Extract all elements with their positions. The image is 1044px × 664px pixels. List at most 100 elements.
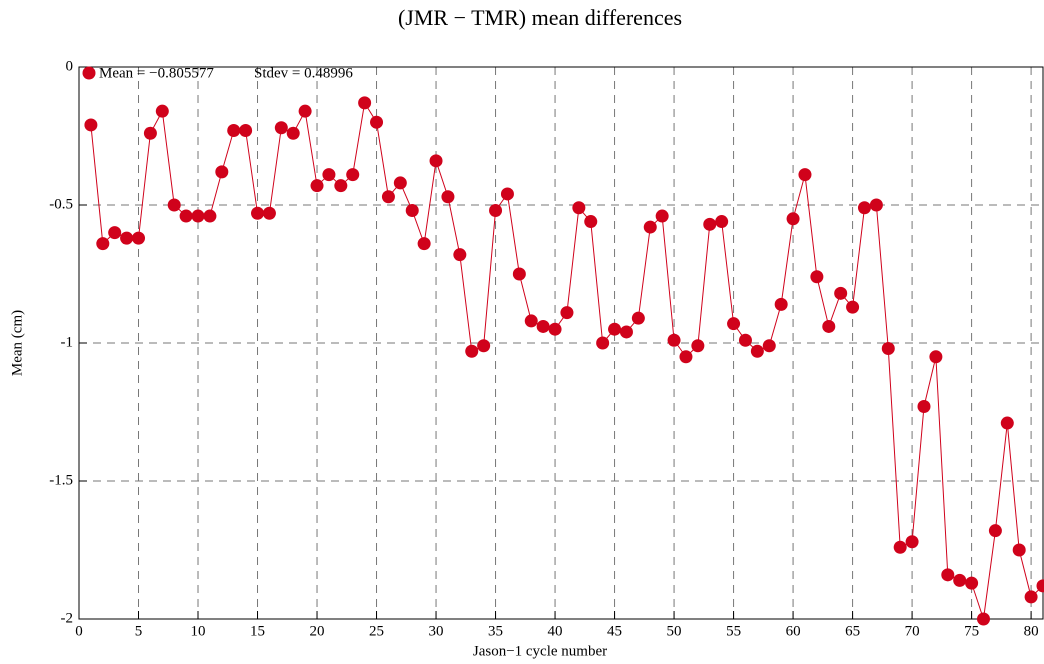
data-point	[869, 198, 883, 212]
data-point	[691, 339, 705, 353]
data-point	[274, 121, 288, 135]
x-tick-label: 25	[369, 623, 384, 639]
x-tick-label: 35	[488, 623, 503, 639]
data-point	[905, 535, 919, 549]
data-point	[548, 322, 562, 336]
x-tick-label: 10	[191, 623, 206, 639]
data-point	[393, 176, 407, 190]
x-tick-label: 0	[75, 623, 83, 639]
data-point	[655, 209, 669, 223]
data-point	[1000, 416, 1014, 430]
data-point	[667, 333, 681, 347]
data-point	[881, 342, 895, 356]
data-point	[596, 336, 610, 350]
x-tick-label: 45	[607, 623, 622, 639]
data-point	[822, 319, 836, 333]
data-point	[370, 115, 384, 129]
data-point	[465, 344, 479, 358]
data-point	[762, 339, 776, 353]
data-point	[810, 270, 824, 284]
data-point	[857, 201, 871, 215]
x-tick-label: 50	[667, 623, 682, 639]
data-point	[262, 206, 276, 220]
y-tick-label: 0	[66, 58, 74, 74]
data-point	[441, 190, 455, 204]
data-point	[774, 297, 788, 311]
data-point	[143, 126, 157, 140]
data-point	[203, 209, 217, 223]
data-point	[834, 286, 848, 300]
x-tick-label: 20	[310, 623, 325, 639]
data-point	[524, 314, 538, 328]
data-point	[155, 104, 169, 118]
data-point	[738, 333, 752, 347]
data-point	[227, 123, 241, 137]
annotation: Stdev = 0.48996	[254, 65, 353, 81]
x-axis-label: Jason−1 cycle number	[473, 643, 607, 659]
y-tick-label: -1.5	[49, 472, 73, 488]
data-point	[536, 319, 550, 333]
data-point	[346, 168, 360, 182]
data-point	[179, 209, 193, 223]
x-tick-label: 70	[905, 623, 920, 639]
data-point	[417, 237, 431, 251]
data-point	[786, 212, 800, 226]
y-tick-label: -1	[61, 334, 74, 350]
y-tick-label: -0.5	[49, 196, 73, 212]
x-tick-label: 5	[135, 623, 143, 639]
data-point	[965, 576, 979, 590]
data-point	[1012, 543, 1026, 557]
plot-frame	[78, 66, 1044, 620]
x-tick-label: 55	[726, 623, 741, 639]
data-point	[631, 311, 645, 325]
y-tick-label: -2	[61, 610, 74, 626]
data-point	[1024, 590, 1038, 604]
data-point	[715, 215, 729, 229]
data-point	[191, 209, 205, 223]
data-point	[334, 179, 348, 193]
data-point	[988, 524, 1002, 538]
data-point	[381, 190, 395, 204]
data-point	[84, 118, 98, 132]
data-point	[608, 322, 622, 336]
data-point	[108, 226, 122, 240]
legend-marker	[82, 66, 96, 80]
data-point	[429, 154, 443, 168]
data-point	[1036, 579, 1044, 593]
data-point	[750, 344, 764, 358]
annotation: Mean = −0.805577	[99, 65, 214, 81]
data-point	[584, 215, 598, 229]
data-point	[846, 300, 860, 314]
x-tick-label: 40	[548, 623, 563, 639]
data-point	[120, 231, 134, 245]
data-point	[679, 350, 693, 364]
data-point	[941, 568, 955, 582]
data-point	[132, 231, 146, 245]
data-point	[560, 306, 574, 320]
x-tick-label: 60	[786, 623, 801, 639]
data-point	[477, 339, 491, 353]
data-point	[798, 168, 812, 182]
x-tick-label: 75	[964, 623, 979, 639]
data-point	[239, 123, 253, 137]
data-point	[703, 217, 717, 231]
data-point	[727, 317, 741, 331]
data-point	[215, 165, 229, 179]
data-point	[489, 204, 503, 218]
data-point	[286, 126, 300, 140]
data-point	[298, 104, 312, 118]
data-point	[643, 220, 657, 234]
data-point	[96, 237, 110, 251]
data-point	[512, 267, 526, 281]
x-tick-label: 30	[429, 623, 444, 639]
data-point	[500, 187, 514, 201]
data-point	[976, 612, 990, 626]
data-point	[953, 573, 967, 587]
x-tick-label: 15	[250, 623, 265, 639]
data-point	[310, 179, 324, 193]
data-point	[251, 206, 265, 220]
x-tick-label: 65	[845, 623, 860, 639]
data-point	[322, 168, 336, 182]
y-axis-label: Mean (cm)	[9, 310, 25, 376]
